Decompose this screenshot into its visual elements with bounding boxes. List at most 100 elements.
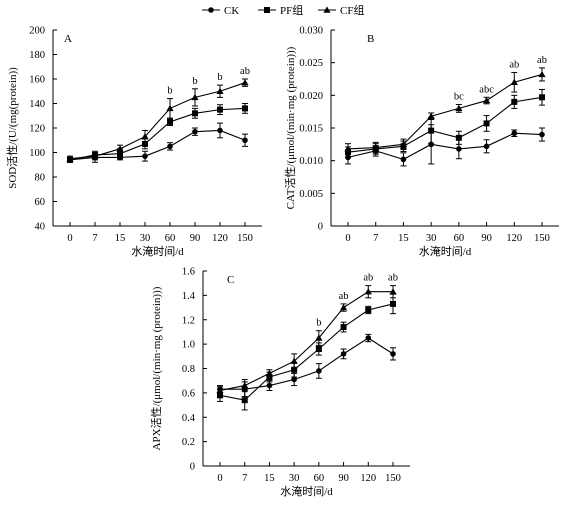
data-point <box>66 155 74 162</box>
series-triangle <box>344 67 546 155</box>
x-tick-label: 150 <box>385 473 401 484</box>
x-tick-label: 150 <box>534 233 550 244</box>
y-tick-label: 1.0 <box>182 340 195 351</box>
x-tick-label: 90 <box>481 233 492 244</box>
legend-label: CF组 <box>340 3 364 17</box>
legend: CK PF组 CF组 <box>202 3 364 17</box>
y-tick-label: 1.2 <box>182 315 195 326</box>
data-point <box>166 104 174 112</box>
y-tick-label: 60 <box>35 197 46 208</box>
data-point <box>191 93 199 101</box>
data-point <box>365 335 372 341</box>
series-line <box>219 303 394 401</box>
data-point <box>428 141 434 148</box>
series-line <box>347 73 543 150</box>
data-point <box>390 300 396 307</box>
data-point <box>266 382 273 389</box>
data-point <box>217 127 223 134</box>
data-point <box>242 137 248 144</box>
x-tick-label: 7 <box>92 233 97 244</box>
y-tick-label: 1.4 <box>182 291 196 302</box>
panel-label: B <box>367 33 374 45</box>
x-axis-label: 水淹时间/d <box>131 245 184 258</box>
data-point <box>427 112 435 119</box>
data-point <box>511 130 518 137</box>
x-tick-label: 60 <box>454 233 465 244</box>
data-point <box>365 307 372 313</box>
x-tick-label: 15 <box>115 233 126 244</box>
y-tick-label: 0.6 <box>182 388 195 399</box>
x-tick-label: 15 <box>264 473 275 484</box>
data-point <box>389 288 397 295</box>
series-line <box>69 82 246 160</box>
x-tick-label: 30 <box>140 233 151 244</box>
data-point <box>539 94 545 101</box>
y-tick-label: 40 <box>35 222 46 233</box>
data-point <box>141 132 149 140</box>
data-point <box>291 376 297 383</box>
data-point <box>242 105 248 112</box>
panel-label: C <box>227 274 234 286</box>
x-tick-label: 90 <box>338 473 349 484</box>
data-point <box>455 104 463 112</box>
x-tick-label: 15 <box>398 233 409 244</box>
x-tick-label: 30 <box>426 233 437 244</box>
legend-label: CK <box>224 5 239 17</box>
data-point <box>510 78 518 85</box>
data-point <box>340 324 347 331</box>
series-line <box>220 337 394 390</box>
significance-label: ab <box>509 59 519 70</box>
significance-label: abc <box>479 84 494 95</box>
y-tick-label: 100 <box>29 148 45 159</box>
data-point <box>340 351 347 357</box>
data-point <box>167 143 173 150</box>
data-point <box>511 98 518 105</box>
x-tick-label: 120 <box>360 473 376 484</box>
x-tick-label: 60 <box>314 473 325 484</box>
significance-label: ab <box>388 273 398 284</box>
y-axis-label: APX活性/(μmol/(min·mg (protein))) <box>149 286 163 450</box>
legend-item-2: PF组 <box>258 3 303 17</box>
x-tick-label: 0 <box>345 233 350 244</box>
data-point <box>539 131 545 138</box>
data-point <box>483 143 490 150</box>
data-point <box>400 156 407 163</box>
x-tick-label: 60 <box>165 233 176 244</box>
series-line <box>219 291 393 391</box>
x-tick-label: 0 <box>217 473 222 484</box>
chart-panel-b: 0 0.005 0.010 0.015 0.020 0.025 0.030 0 7 15 30 60 9… <box>283 26 559 258</box>
y-tick-label: 0 <box>190 462 195 473</box>
series-line <box>347 96 543 153</box>
data-point <box>241 381 249 389</box>
data-point <box>455 134 462 141</box>
data-point <box>482 96 491 104</box>
y-tick-label: 0.030 <box>299 26 323 37</box>
legend-item-1: CK <box>202 5 239 17</box>
data-point <box>456 146 462 152</box>
legend-marker-square <box>264 7 270 13</box>
data-point <box>192 128 198 135</box>
data-point <box>483 120 490 127</box>
y-tick-label: 120 <box>29 124 45 135</box>
series-line <box>69 129 246 161</box>
significance-label: ab <box>363 273 373 284</box>
y-tick-label: 0 <box>318 222 323 233</box>
y-tick-label: 180 <box>29 50 45 61</box>
series-triangle <box>216 285 397 395</box>
significance-label: b <box>217 72 222 83</box>
data-point <box>117 150 123 157</box>
x-tick-label: 30 <box>289 473 300 484</box>
data-point <box>142 140 148 147</box>
data-point <box>142 153 148 159</box>
data-point <box>291 366 298 373</box>
significance-label: b <box>192 76 197 87</box>
y-tick-label: 0.025 <box>299 58 323 69</box>
legend-item-3: CF组 <box>318 3 364 17</box>
y-tick-label: 1.6 <box>182 267 195 278</box>
chart-panel-c: 0 0.2 0.4 0.6 0.8 1.0 1.2 1.4 1.6 0 7 15 30 60 90 120 15… <box>149 267 410 498</box>
data-point <box>241 79 249 86</box>
y-tick-label: 0.4 <box>182 413 196 424</box>
significance-label: ab <box>537 55 547 66</box>
data-point <box>538 70 546 78</box>
